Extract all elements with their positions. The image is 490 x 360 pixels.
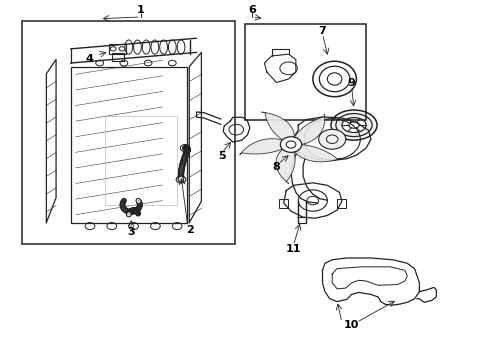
Bar xyxy=(104,116,177,205)
Polygon shape xyxy=(240,139,285,155)
Text: 2: 2 xyxy=(186,225,194,235)
Text: 9: 9 xyxy=(347,78,356,88)
Ellipse shape xyxy=(336,113,372,136)
Text: 11: 11 xyxy=(286,244,301,254)
Text: 3: 3 xyxy=(127,228,135,238)
Text: 8: 8 xyxy=(272,162,280,172)
Ellipse shape xyxy=(331,110,377,140)
Text: 10: 10 xyxy=(344,320,359,330)
Polygon shape xyxy=(262,112,294,140)
Polygon shape xyxy=(294,114,325,145)
Text: 1: 1 xyxy=(137,5,145,15)
Polygon shape xyxy=(276,148,295,184)
Bar xyxy=(112,54,124,61)
Text: 6: 6 xyxy=(248,5,256,15)
Bar xyxy=(109,44,126,54)
Text: 5: 5 xyxy=(218,151,225,161)
Polygon shape xyxy=(294,145,341,162)
Bar xyxy=(22,21,235,244)
Text: 7: 7 xyxy=(318,26,326,36)
Bar xyxy=(279,199,288,208)
Circle shape xyxy=(318,129,346,149)
Text: 4: 4 xyxy=(85,54,93,64)
Bar xyxy=(337,199,346,208)
Bar xyxy=(71,67,187,222)
Ellipse shape xyxy=(342,118,366,132)
Ellipse shape xyxy=(349,122,359,128)
Bar xyxy=(245,24,366,120)
Circle shape xyxy=(280,137,302,152)
